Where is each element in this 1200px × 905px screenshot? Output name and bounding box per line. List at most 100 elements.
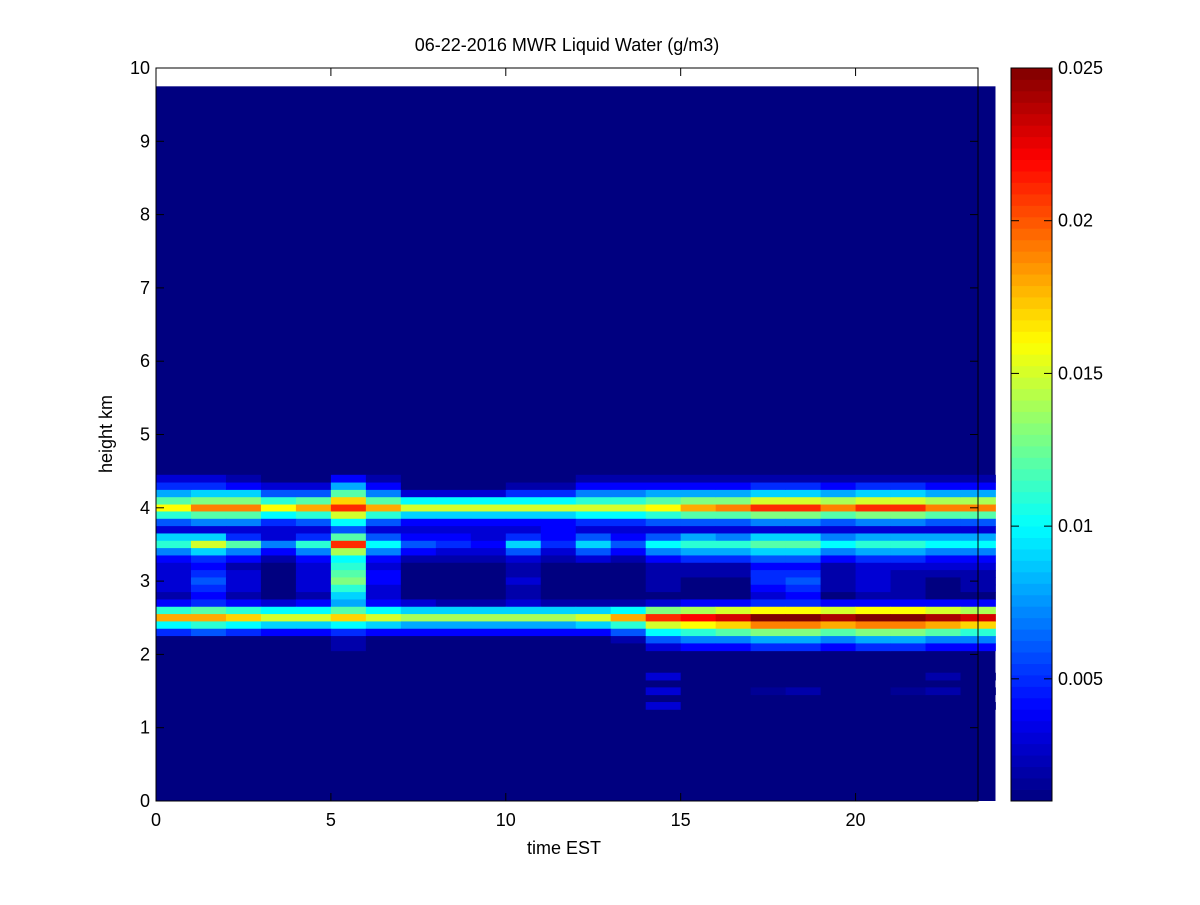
heatmap-cell bbox=[400, 489, 437, 498]
heatmap-cell bbox=[190, 628, 227, 637]
heatmap-cell bbox=[365, 577, 402, 586]
heatmap-cell bbox=[680, 577, 717, 586]
heatmap-cell bbox=[260, 577, 297, 586]
heatmap-cell bbox=[820, 599, 856, 608]
colorbar-band bbox=[1011, 445, 1052, 458]
heatmap-cell bbox=[575, 526, 612, 534]
colorbar-band bbox=[1011, 251, 1052, 264]
colorbar: 0.005 0.01 0.015 0.02 0.025 bbox=[1010, 58, 1103, 802]
heatmap-cell bbox=[785, 599, 821, 608]
heatmap-cell bbox=[505, 482, 542, 490]
heatmap-cell bbox=[190, 643, 227, 652]
heatmap-cell bbox=[400, 584, 437, 593]
y-tick-label: 5 bbox=[140, 425, 150, 445]
heatmap-cell bbox=[925, 599, 961, 608]
heatmap-cell bbox=[190, 504, 227, 512]
heatmap-cell bbox=[505, 628, 542, 637]
heatmap-cell bbox=[470, 518, 507, 527]
heatmap-cells bbox=[156, 86, 996, 801]
heatmap-cell bbox=[855, 606, 891, 615]
heatmap-cell bbox=[680, 562, 717, 571]
heatmap-cell bbox=[820, 504, 856, 512]
heatmap-cell bbox=[680, 511, 717, 520]
colorbar-gradient bbox=[1011, 68, 1052, 802]
heatmap-cell bbox=[330, 555, 367, 564]
heatmap-cell bbox=[400, 540, 437, 549]
heatmap-cell bbox=[785, 562, 821, 571]
heatmap-cell bbox=[156, 592, 192, 600]
heatmap-cell bbox=[470, 643, 507, 652]
x-axis-label: time EST bbox=[527, 838, 601, 858]
heatmap-cell bbox=[225, 628, 262, 637]
heatmap-cell bbox=[610, 540, 647, 549]
heatmap-cell bbox=[330, 533, 367, 542]
heatmap-cell bbox=[610, 533, 647, 542]
heatmap-cell bbox=[190, 570, 227, 578]
heatmap-cell bbox=[330, 584, 367, 593]
heatmap-cell bbox=[925, 489, 961, 498]
colorbar-band bbox=[1011, 514, 1052, 527]
colorbar-band bbox=[1011, 365, 1052, 378]
heatmap-cell bbox=[365, 540, 402, 549]
heatmap-cell bbox=[470, 606, 507, 615]
heatmap-cell bbox=[505, 496, 542, 505]
heatmap-cell bbox=[855, 518, 891, 527]
heatmap-cell bbox=[925, 474, 961, 483]
heatmap-cell bbox=[505, 548, 542, 556]
heatmap-cell bbox=[610, 606, 647, 615]
colorbar-band bbox=[1011, 423, 1052, 435]
heatmap-cell bbox=[505, 606, 542, 615]
heatmap-cell bbox=[400, 628, 437, 637]
y-tick-label: 4 bbox=[140, 498, 150, 518]
heatmap-cell bbox=[890, 643, 926, 652]
heatmap-cell bbox=[156, 526, 192, 534]
colorbar-band bbox=[1011, 468, 1052, 481]
heatmap-cell bbox=[470, 540, 507, 549]
heatmap-cell bbox=[435, 643, 472, 652]
heatmap-cell bbox=[540, 702, 577, 710]
heatmap-cell bbox=[365, 643, 402, 652]
heatmap-cell bbox=[156, 687, 192, 696]
heatmap-cell bbox=[470, 555, 507, 564]
heatmap-cell bbox=[435, 592, 472, 600]
heatmap-cell bbox=[610, 489, 647, 498]
heatmap-cell bbox=[295, 548, 332, 556]
heatmap-cell bbox=[680, 687, 717, 696]
heatmap-cell bbox=[715, 533, 752, 542]
heatmap-cell bbox=[715, 584, 752, 593]
heatmap-cell bbox=[400, 526, 437, 534]
heatmap-cell bbox=[645, 621, 682, 630]
heatmap-cell bbox=[575, 533, 612, 542]
heatmap-cell bbox=[295, 687, 332, 696]
colorbar-band bbox=[1011, 205, 1052, 218]
heatmap-cell bbox=[190, 584, 227, 593]
heatmap-cell bbox=[156, 474, 192, 483]
heatmap-cell bbox=[540, 533, 577, 542]
heatmap-cell bbox=[890, 474, 926, 483]
heatmap-cell bbox=[365, 702, 402, 710]
heatmap-cell bbox=[645, 511, 682, 520]
heatmap-cell bbox=[750, 592, 787, 600]
heatmap-cell bbox=[855, 702, 891, 710]
heatmap-cell bbox=[750, 533, 787, 542]
heatmap-cell bbox=[470, 548, 507, 556]
heatmap-cell bbox=[156, 584, 192, 593]
heatmap-cell bbox=[295, 599, 332, 608]
heatmap-cell bbox=[330, 511, 367, 520]
heatmap-cell bbox=[855, 584, 891, 593]
heatmap-cell bbox=[785, 533, 821, 542]
heatmap-cell bbox=[365, 533, 402, 542]
colorbar-band bbox=[1011, 766, 1052, 779]
heatmap-cell bbox=[190, 621, 227, 630]
colorbar-band bbox=[1011, 457, 1052, 470]
heatmap-cell bbox=[365, 511, 402, 520]
y-tick-label: 6 bbox=[140, 351, 150, 371]
heatmap-cell bbox=[295, 482, 332, 490]
heatmap-cell bbox=[715, 540, 752, 549]
heatmap-cell bbox=[680, 570, 717, 578]
colorbar-band bbox=[1011, 675, 1052, 687]
heatmap-cell bbox=[855, 533, 891, 542]
heatmap-cell bbox=[260, 606, 297, 615]
heatmap-cell bbox=[610, 518, 647, 527]
heatmap-cell bbox=[610, 526, 647, 534]
